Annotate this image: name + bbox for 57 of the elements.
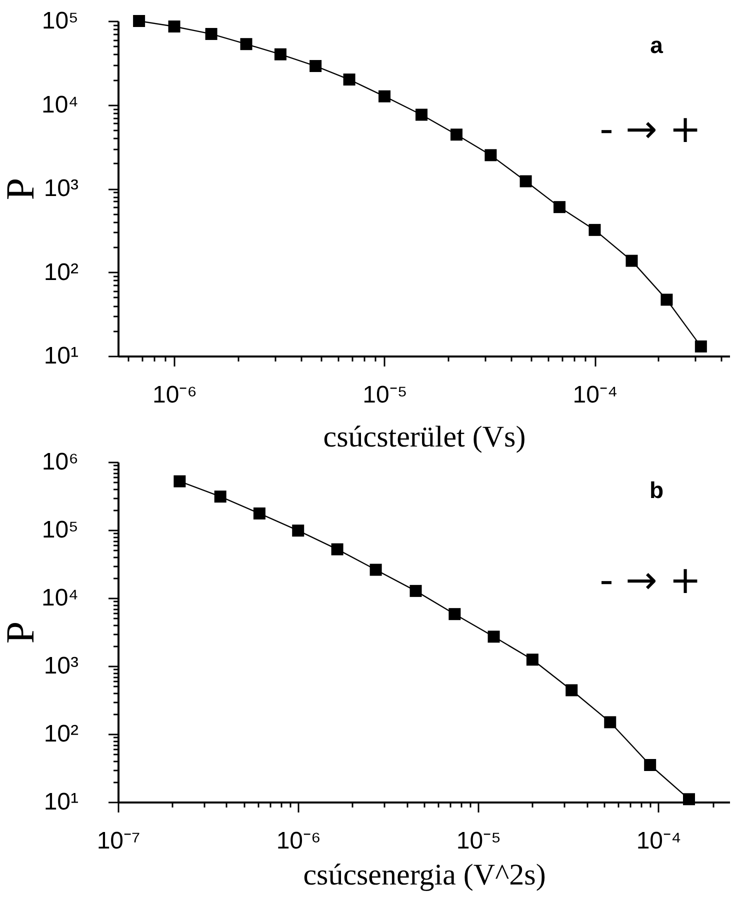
y-tick-label: 10⁶ <box>42 448 78 476</box>
point <box>604 716 616 728</box>
y-tick-label: 10⁵ <box>42 516 78 544</box>
y-axis-title: P <box>0 178 42 200</box>
annotation: a <box>650 32 664 58</box>
y-tick-label: 10² <box>44 720 79 748</box>
point <box>588 224 601 236</box>
x-tick-label: 10⁻⁵ <box>456 828 502 854</box>
x-tick-label: 10⁻⁵ <box>362 382 408 408</box>
x-tick-label: 10⁻⁴ <box>636 828 682 854</box>
annotation: b <box>650 477 664 503</box>
point <box>626 254 638 267</box>
point <box>694 340 707 352</box>
point <box>410 584 422 597</box>
point <box>205 28 218 40</box>
y-tick-label: 10¹ <box>44 788 79 816</box>
point <box>214 490 226 503</box>
y-tick-label: 10³ <box>44 652 79 680</box>
y-tick-label: 10¹ <box>44 342 79 370</box>
y-tick-label: 10⁴ <box>41 91 78 118</box>
x-axis-title: csúcsenergia (V^2s) <box>303 858 546 892</box>
point <box>484 149 497 162</box>
x-tick-label: 10⁻⁷ <box>96 828 140 854</box>
point <box>526 654 538 666</box>
point <box>253 507 266 520</box>
point <box>416 108 428 121</box>
point <box>343 74 356 86</box>
point <box>488 630 500 643</box>
point <box>450 128 462 141</box>
point <box>240 38 252 50</box>
point <box>292 524 304 537</box>
y-tick-label: 10⁵ <box>42 8 78 34</box>
point <box>274 48 286 60</box>
x-tick-label: 10⁻⁶ <box>276 828 321 854</box>
point <box>331 543 344 556</box>
point <box>554 201 566 214</box>
x-tick-label: 10⁻⁴ <box>572 382 618 408</box>
point <box>168 20 180 32</box>
x-axis-title: csúcsterület (Vs) <box>323 420 526 454</box>
point <box>310 60 322 72</box>
point <box>566 684 578 696</box>
y-tick-label: 10² <box>44 258 79 286</box>
point <box>448 608 461 620</box>
point <box>520 175 532 188</box>
annotation: - → + <box>600 107 702 151</box>
point <box>174 475 186 488</box>
point <box>133 15 146 27</box>
y-tick-label: 10³ <box>44 175 79 202</box>
point <box>682 793 695 806</box>
y-axis-title: P <box>0 621 42 644</box>
point <box>660 294 673 306</box>
point <box>378 90 390 102</box>
annotation: - → + <box>600 558 702 602</box>
y-tick-label: 10⁴ <box>41 584 78 612</box>
point <box>644 759 656 772</box>
x-tick-label: 10⁻⁶ <box>152 382 198 408</box>
point <box>370 564 382 576</box>
